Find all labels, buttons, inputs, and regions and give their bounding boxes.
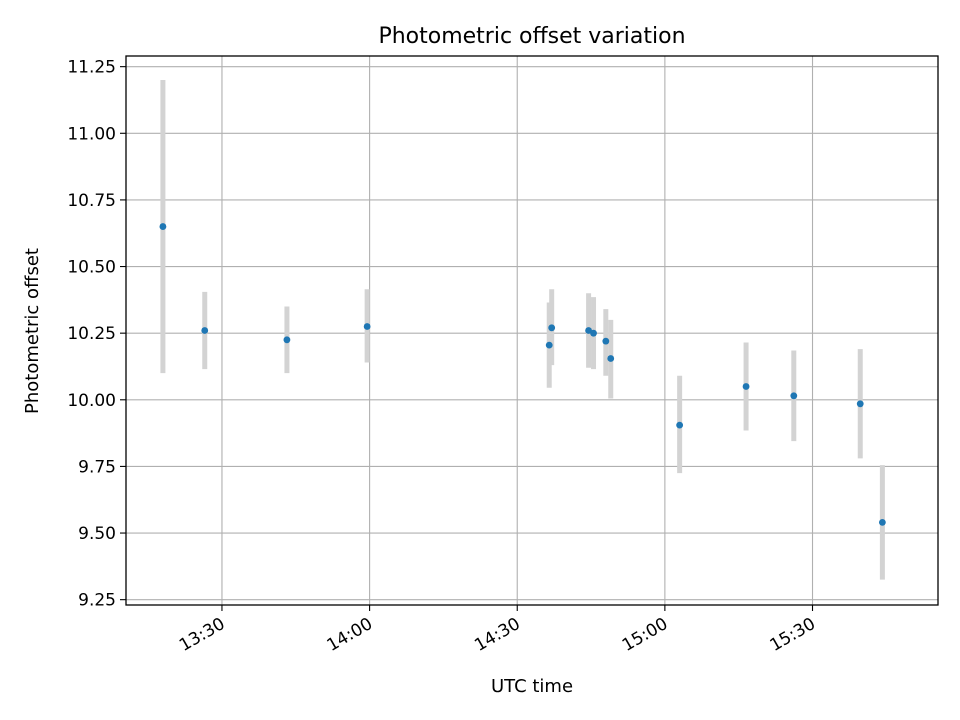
data-point	[742, 383, 750, 390]
y-tick-label: 11.25	[67, 58, 116, 78]
y-axis-ticks: 9.25 9.50 9.75 10.00 10.25 10.50 10.75 11.00 11.…	[67, 58, 126, 611]
grid	[126, 56, 938, 605]
chart-title: Photometric offset variation	[378, 24, 685, 49]
y-tick-label: 10.50	[67, 258, 116, 278]
data-point	[602, 337, 610, 345]
data-point	[878, 518, 886, 526]
y-tick-label: 10.75	[67, 191, 116, 211]
data-point	[201, 327, 209, 334]
data-point	[676, 421, 684, 429]
y-tick-label: 9.25	[78, 591, 116, 611]
y-axis-label: Photometric offset	[22, 248, 43, 414]
plot-area-frame	[125, 55, 939, 606]
data-point	[856, 400, 864, 408]
data-point	[607, 355, 615, 362]
data-point	[590, 329, 597, 337]
data-point	[790, 392, 798, 400]
y-tick-label: 10.25	[67, 324, 116, 344]
data-point	[545, 341, 553, 349]
data-point	[548, 324, 556, 332]
y-tick-label: 9.50	[78, 524, 116, 544]
y-tick-label: 11.00	[67, 124, 116, 144]
y-tick-label: 10.00	[67, 391, 116, 411]
data-point	[159, 223, 167, 230]
data-point	[363, 323, 371, 330]
x-axis-label: UTC time	[491, 676, 573, 697]
y-tick-label: 9.75	[78, 457, 116, 477]
data-points	[159, 223, 886, 526]
data-point	[283, 336, 291, 344]
